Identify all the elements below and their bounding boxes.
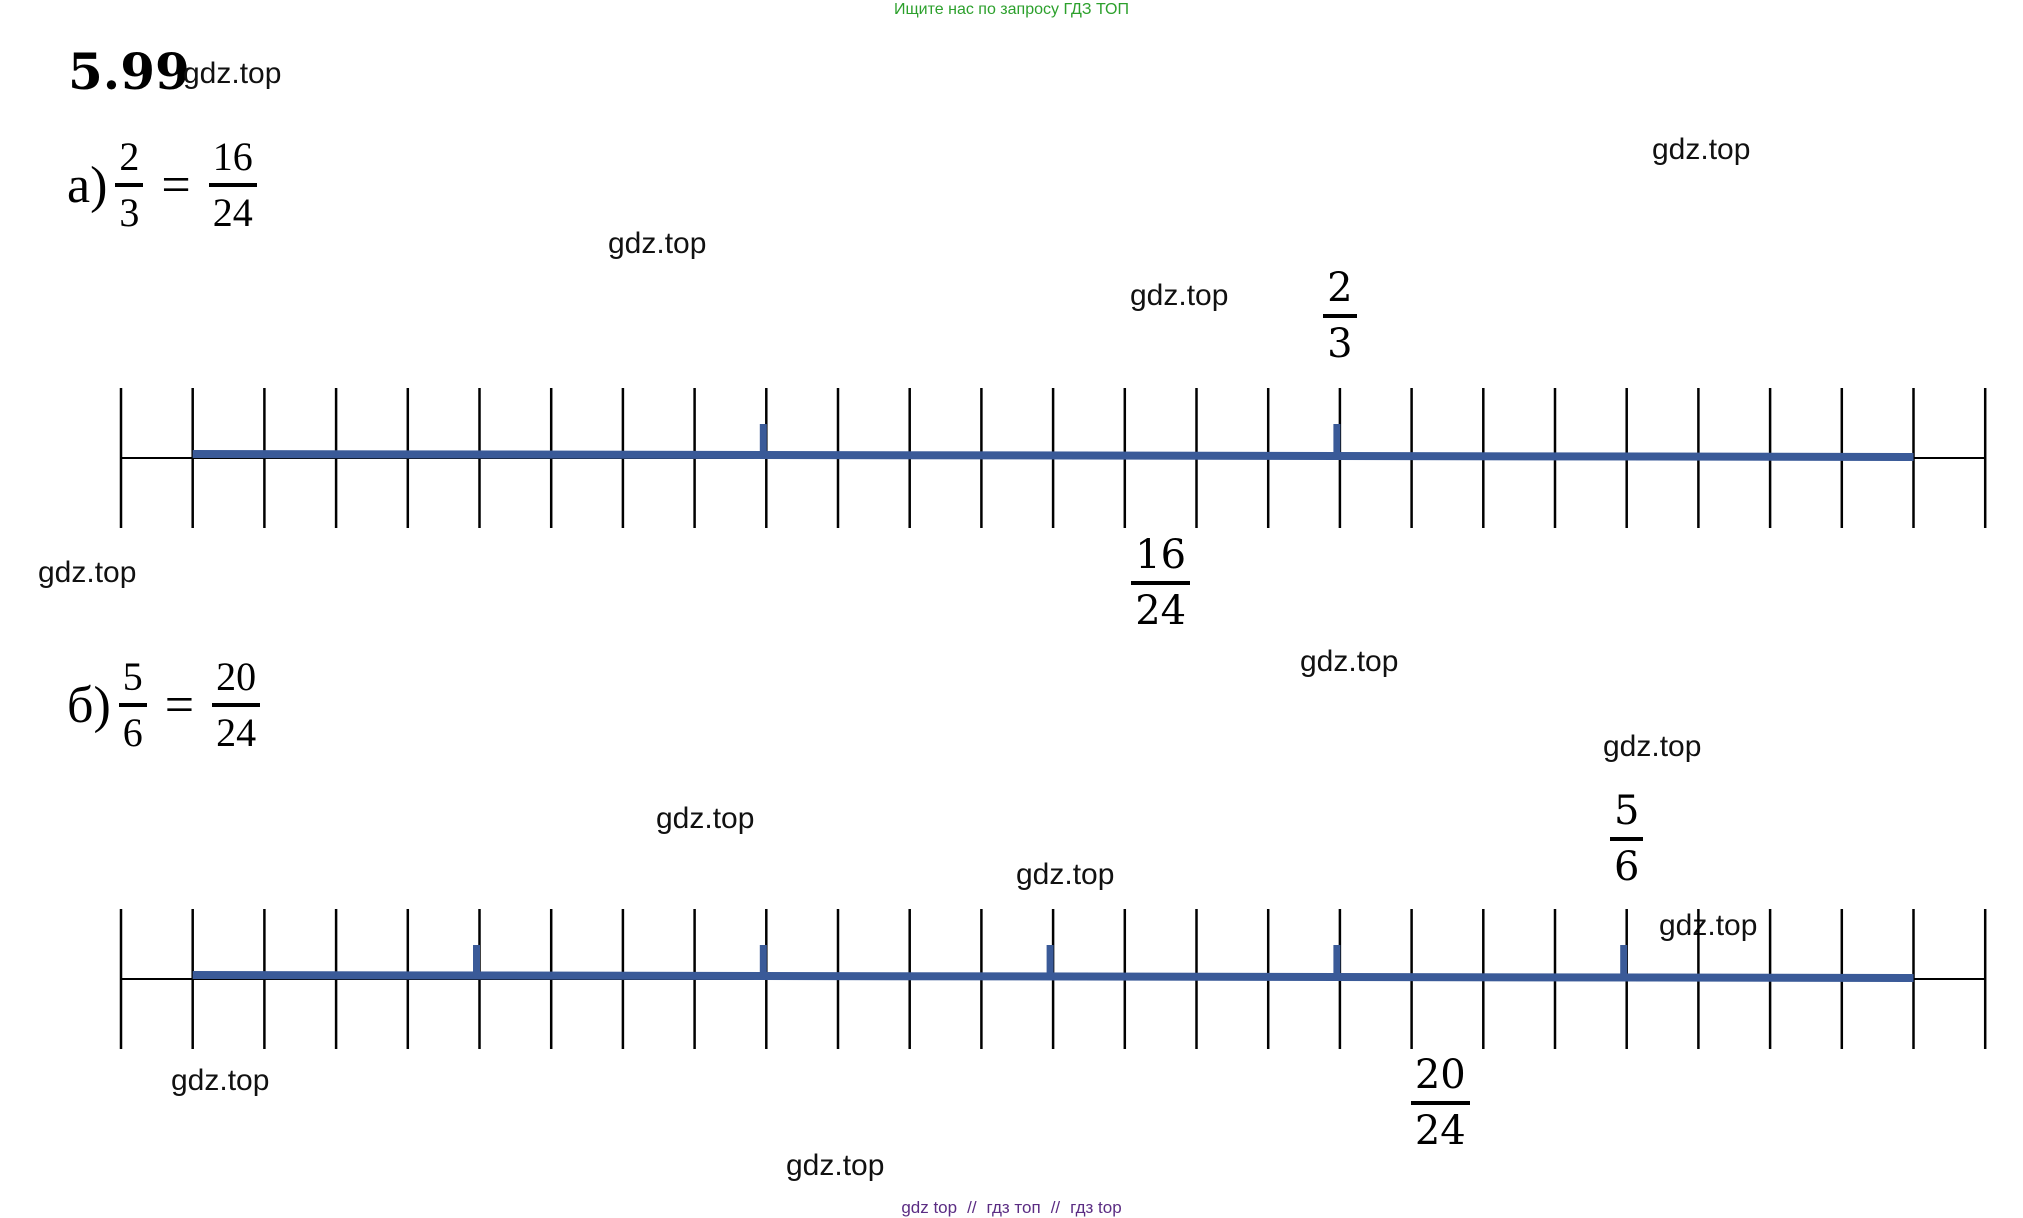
numerator: 16	[1135, 532, 1187, 578]
watermark: gdz.top	[1130, 279, 1229, 312]
denominator: 3	[119, 190, 140, 235]
equals-sign: =	[164, 676, 195, 734]
numerator: 5	[122, 654, 143, 699]
denominator: 24	[212, 190, 253, 235]
denominator: 6	[1613, 844, 1640, 890]
number-line-b-label-above: 5 6	[1609, 788, 1644, 890]
equation-a: а) 2 3 = 16 24	[67, 137, 257, 233]
fraction-twenty-twentyfourths: 20 24	[212, 654, 261, 755]
numerator: 20	[1414, 1052, 1466, 1098]
watermark: gdz.top	[171, 1064, 270, 1097]
denominator: 6	[122, 710, 143, 755]
numerator: 2	[1327, 265, 1353, 311]
footer-link[interactable]: гдз top	[1070, 1198, 1122, 1217]
fraction-bar	[1323, 314, 1357, 318]
task-number: 5.99	[68, 42, 190, 101]
fraction-bar	[115, 183, 144, 187]
number-line-a-segment	[192, 450, 1914, 461]
denominator: 24	[216, 710, 257, 755]
footer-link[interactable]: гдз топ	[986, 1198, 1041, 1217]
watermark: gdz.top	[1603, 730, 1702, 763]
watermark: gdz.top	[183, 57, 282, 90]
fraction-bar	[212, 703, 261, 707]
numerator: 2	[119, 134, 140, 179]
watermark: gdz.top	[1652, 133, 1751, 166]
top-banner: Ищите нас по запросу ГДЗ ТОП	[894, 1, 1129, 18]
equals-sign: =	[161, 156, 191, 214]
denominator: 3	[1327, 321, 1353, 367]
fraction-bar	[1410, 1101, 1470, 1105]
part-a-label: а)	[67, 156, 108, 214]
fraction-five-sixths: 5 6	[118, 654, 147, 755]
number-line-b-label-below: 20 24	[1410, 1052, 1470, 1154]
numerator: 20	[216, 654, 257, 699]
watermark: gdz.top	[1016, 858, 1115, 891]
fraction-sixteen-twentyfourths: 16 24	[208, 134, 257, 235]
footer-link[interactable]: gdz top	[901, 1198, 958, 1217]
footer-separator: //	[1050, 1198, 1061, 1217]
equation-b: б) 5 6 = 20 24	[67, 654, 261, 755]
fraction-bar	[208, 183, 257, 187]
watermark: gdz.top	[1659, 909, 1758, 942]
numerator: 5	[1613, 788, 1640, 834]
watermark: gdz.top	[608, 227, 707, 260]
footer-links: gdz top // гдз топ // гдз top	[0, 1198, 2023, 1218]
watermark: gdz.top	[656, 802, 755, 835]
fraction-bar	[1609, 837, 1644, 841]
fraction-two-thirds: 2 3	[115, 134, 144, 235]
denominator: 24	[1414, 1108, 1466, 1154]
fraction-bar	[1131, 581, 1191, 585]
number-line-a-label-below: 16 24	[1131, 532, 1191, 634]
numerator: 16	[212, 134, 253, 179]
watermark: gdz.top	[1300, 645, 1399, 678]
watermark: gdz.top	[786, 1149, 885, 1182]
fraction-bar	[118, 703, 147, 707]
footer-separator: //	[967, 1198, 977, 1217]
part-b-label: б)	[67, 676, 111, 734]
number-line-a-label-above: 2 3	[1323, 265, 1357, 367]
watermark: gdz.top	[38, 556, 137, 589]
denominator: 24	[1135, 588, 1187, 634]
